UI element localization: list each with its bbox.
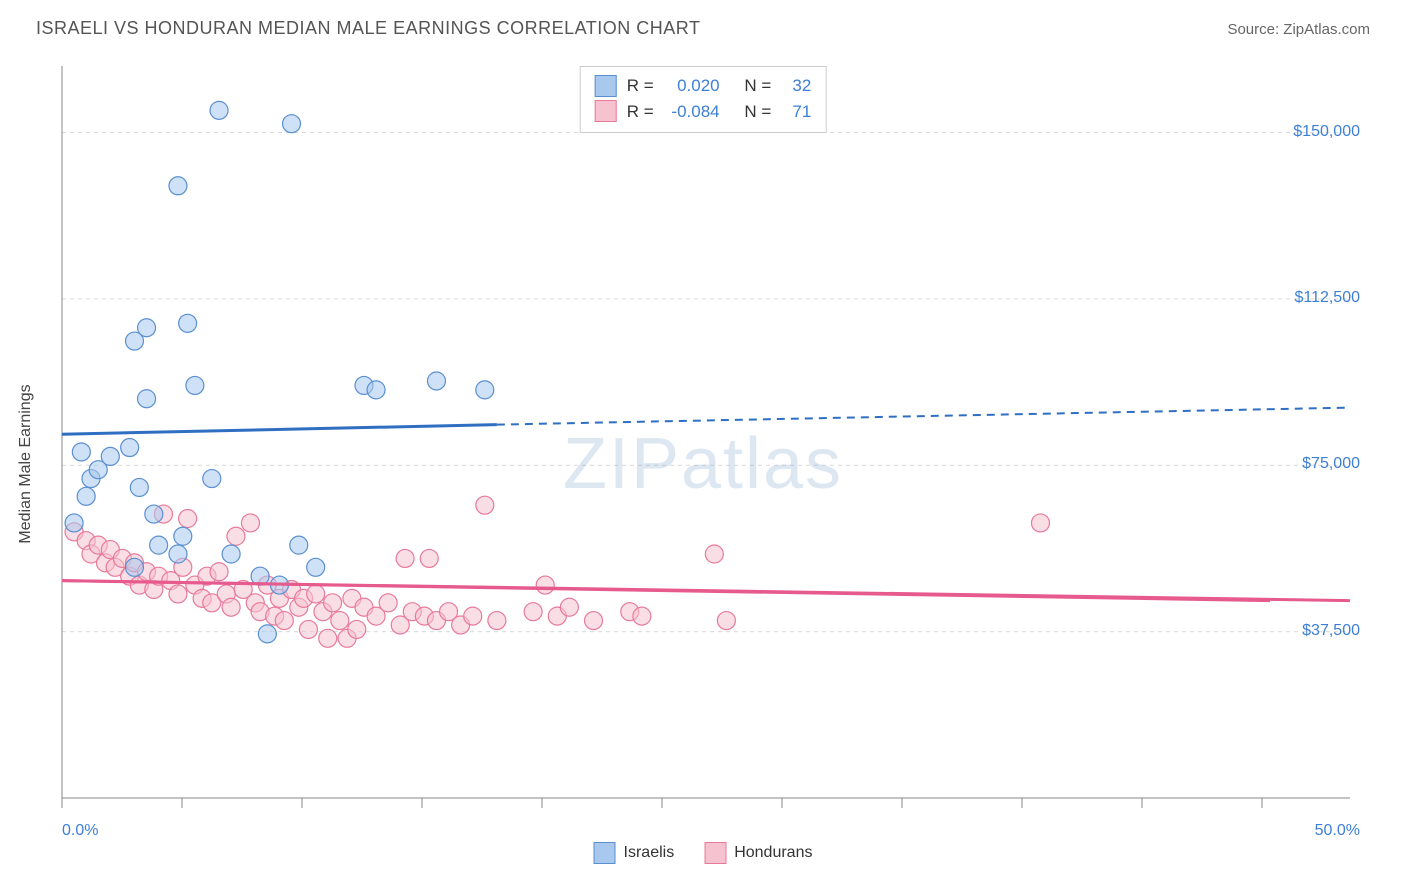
n-label: N = <box>744 99 771 125</box>
legend-swatch-series2 <box>704 842 726 864</box>
bottom-legend: Israelis Hondurans <box>594 842 813 864</box>
scatter-plot-svg <box>36 60 1370 868</box>
chart-header: ISRAELI VS HONDURAN MEDIAN MALE EARNINGS… <box>36 18 1370 39</box>
legend-label-series2: Hondurans <box>734 844 812 862</box>
n-value-series1: 32 <box>781 73 811 99</box>
stats-row-series2: R = -0.084 N = 71 <box>595 99 812 125</box>
chart-title: ISRAELI VS HONDURAN MEDIAN MALE EARNINGS… <box>36 18 700 39</box>
x-axis-min-label: 0.0% <box>62 822 98 840</box>
y-axis-label: Median Male Earnings <box>17 384 35 543</box>
n-value-series2: 71 <box>781 99 811 125</box>
r-label: R = <box>627 99 654 125</box>
y-tick-label: $150,000 <box>1293 123 1360 141</box>
swatch-series2 <box>595 100 617 122</box>
chart-area: Median Male Earnings ZIPatlas R = 0.020 … <box>36 60 1370 868</box>
swatch-series1 <box>595 75 617 97</box>
r-label: R = <box>627 73 654 99</box>
x-axis-max-label: 50.0% <box>1315 822 1360 840</box>
legend-item-series2: Hondurans <box>704 842 812 864</box>
y-tick-label: $75,000 <box>1302 455 1360 473</box>
y-tick-label: $37,500 <box>1302 622 1360 640</box>
n-label: N = <box>744 73 771 99</box>
legend-swatch-series1 <box>594 842 616 864</box>
source-label: Source: ZipAtlas.com <box>1227 21 1370 38</box>
r-value-series2: -0.084 <box>664 99 720 125</box>
legend-label-series1: Israelis <box>624 844 675 862</box>
legend-item-series1: Israelis <box>594 842 675 864</box>
r-value-series1: 0.020 <box>664 73 720 99</box>
y-tick-label: $112,500 <box>1294 289 1360 307</box>
stats-row-series1: R = 0.020 N = 32 <box>595 73 812 99</box>
correlation-stats-box: R = 0.020 N = 32 R = -0.084 N = 71 <box>580 66 827 133</box>
